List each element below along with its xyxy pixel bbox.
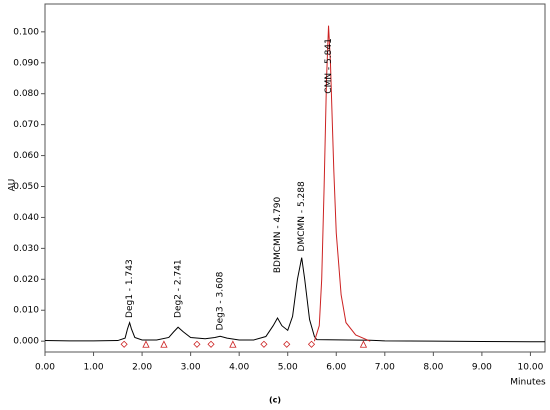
x-tick-label: 6.00 xyxy=(326,363,346,373)
triangle-marker xyxy=(359,340,368,348)
triangle-marker xyxy=(229,340,237,348)
y-tick-label: 0.000 xyxy=(13,337,39,347)
y-tick-label: 0.070 xyxy=(13,120,39,130)
diamond-marker xyxy=(120,340,128,348)
x-tick-label: 3.00 xyxy=(181,363,201,373)
y-tick-label: 0.020 xyxy=(13,275,39,285)
y-tick-label: 0.040 xyxy=(13,213,39,223)
peak-label: CMN - 5.841 xyxy=(324,38,334,94)
trace xyxy=(313,25,371,342)
x-tick-label: 5.00 xyxy=(278,363,298,373)
y-tick-label: 0.060 xyxy=(13,151,39,161)
x-tick-label: 0.00 xyxy=(35,363,55,373)
x-axis-label: Minutes xyxy=(510,378,546,388)
peak-label: BDMCMN - 4.790 xyxy=(273,196,283,273)
peak-label: Deg2 - 2.741 xyxy=(174,259,184,318)
x-tick-label: 8.00 xyxy=(423,363,443,373)
x-tick-label: 2.00 xyxy=(132,363,152,373)
x-tick-label: 4.00 xyxy=(229,363,249,373)
peak-label: Deg1 - 1.743 xyxy=(125,259,135,318)
y-tick-label: 0.010 xyxy=(13,306,39,316)
peak-label: DMCMN - 5.288 xyxy=(297,181,307,251)
x-tick-label: 7.00 xyxy=(375,363,395,373)
trace xyxy=(44,257,545,343)
diamond-marker xyxy=(307,340,316,348)
plot-frame xyxy=(44,3,546,353)
diamond-marker xyxy=(260,340,268,348)
y-tick-label: 0.090 xyxy=(13,58,39,68)
y-tick-label: 0.080 xyxy=(13,89,39,99)
diamond-marker xyxy=(193,340,201,348)
caption: (c) xyxy=(269,396,281,405)
y-tick-label: 0.030 xyxy=(13,244,39,254)
peak-label: Deg3 - 3.608 xyxy=(216,271,226,330)
y-axis-label: AU xyxy=(8,179,18,192)
y-tick-label: 0.100 xyxy=(13,27,39,37)
triangle-marker xyxy=(160,340,168,348)
x-tick-label: 10.00 xyxy=(518,363,544,373)
diamond-marker xyxy=(207,340,215,348)
diamond-marker xyxy=(283,340,291,348)
x-tick-label: 9.00 xyxy=(472,363,492,373)
triangle-marker xyxy=(142,340,150,348)
y-tick-label: 0.050 xyxy=(13,182,39,192)
x-tick-label: 1.00 xyxy=(84,363,104,373)
